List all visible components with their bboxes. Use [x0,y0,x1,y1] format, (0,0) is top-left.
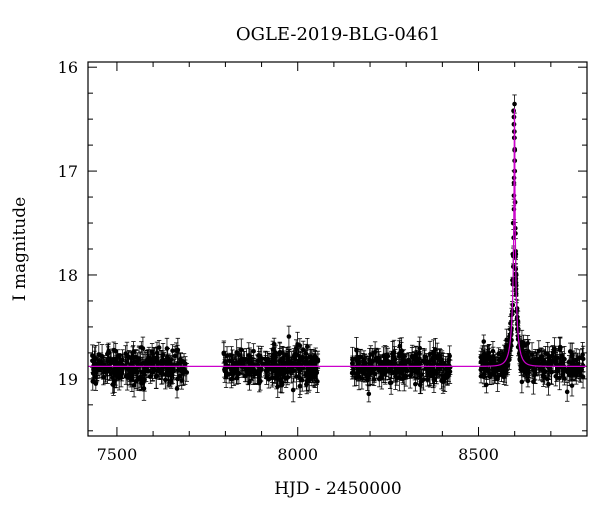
data-point [124,341,130,369]
data-point [442,365,448,392]
data-point [92,358,97,385]
data-point [569,374,575,397]
data-point [481,369,487,385]
data-point [438,349,443,371]
data-point [399,337,404,364]
data-point [432,358,437,384]
y-tick-label: 16 [58,58,78,77]
data-point [478,363,484,377]
data-point [416,352,422,372]
data-point [312,360,318,377]
data-point [140,360,146,385]
data-point [381,362,386,376]
data-point [303,343,309,364]
data-point [280,363,286,386]
data-point [413,376,418,392]
data-point [367,353,373,374]
data-point [580,342,585,368]
data-point [419,368,424,382]
data-point [227,354,232,368]
x-axis: 7500 8000 8500 [97,62,588,464]
data-point [359,367,365,390]
x-tick-label: 8000 [277,445,318,464]
data-point [536,340,542,362]
data-point [403,359,409,380]
data-point [128,351,134,364]
data-point [354,348,360,375]
data-point [249,365,254,378]
data-point [532,359,538,380]
data-point [131,373,137,398]
data-point [247,373,252,391]
data-point [304,367,310,395]
data-points-layer [90,94,586,403]
data-point [134,361,139,382]
data-point [234,339,239,366]
model-curve [88,108,587,367]
data-point [243,357,249,383]
data-point [562,358,568,380]
y-tick-label: 19 [58,370,78,389]
data-point [110,370,115,385]
data-point [503,339,508,354]
data-point [388,370,394,395]
y-tick-label: 18 [58,266,78,285]
data-point [286,325,292,348]
data-point [485,362,491,377]
data-point [570,350,575,375]
data-point [98,352,104,371]
data-point [285,347,291,370]
data-point [256,345,261,365]
x-axis-label: HJD - 2450000 [274,479,402,499]
data-point [300,349,305,365]
data-point [160,350,166,377]
data-point [543,346,548,361]
data-point [222,357,228,380]
data-point [539,348,544,365]
data-point [102,357,108,384]
data-point [179,356,185,381]
data-point [485,349,491,365]
data-point [236,348,242,375]
data-point [353,369,359,386]
data-point [478,350,484,364]
data-point [481,345,487,370]
chart-title: OGLE-2019-BLG-0461 [236,24,440,45]
y-axis-label: I magnitude [10,197,30,301]
data-point [550,345,556,360]
plot-area [88,94,587,403]
data-point [408,360,414,377]
data-point [393,361,398,383]
peak-data-point [511,108,516,114]
data-point [274,366,279,390]
x-tick-label: 8500 [458,445,499,464]
y-axis: 16 17 18 19 [58,58,587,432]
x-tick-label: 7500 [97,445,138,464]
data-point [106,353,111,369]
data-point [252,360,258,384]
data-point [379,367,385,390]
data-point [156,340,162,356]
data-point [350,360,356,379]
data-point [501,358,507,373]
data-point [269,348,274,375]
data-point [309,363,315,383]
data-point [139,341,144,354]
data-point [546,372,551,396]
data-point [174,378,180,399]
data-point [126,358,131,381]
data-point [368,345,374,364]
data-point [525,335,531,352]
data-point [546,351,551,365]
data-point [554,360,559,382]
y-tick-label: 17 [58,162,78,181]
data-point [173,342,179,359]
data-point [533,363,538,384]
data-point [373,347,379,370]
data-point [430,351,435,369]
data-point [397,364,402,392]
data-point [559,347,564,366]
data-point [141,376,147,401]
